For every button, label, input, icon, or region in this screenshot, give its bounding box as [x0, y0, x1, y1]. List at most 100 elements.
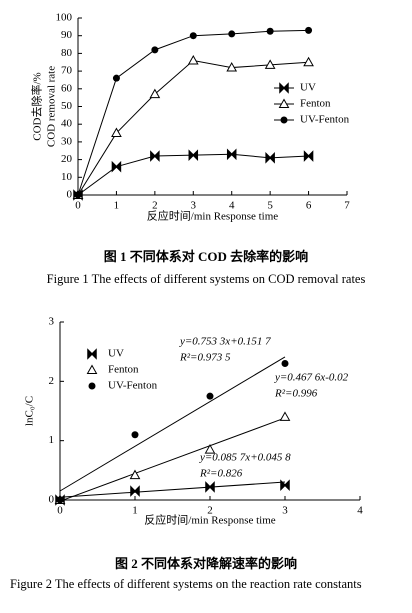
marker-bowtie — [130, 485, 140, 497]
x-axis-label: 反应时间/min Response time — [144, 513, 275, 527]
y-tick-label: 100 — [56, 12, 73, 24]
legend-label: Fenton — [108, 364, 139, 376]
marker-triangle — [279, 411, 291, 421]
y-tick-label: 80 — [61, 47, 73, 59]
y-tick-label: 10 — [61, 171, 73, 183]
x-tick-label: 1 — [132, 505, 138, 517]
marker-dot — [280, 116, 288, 124]
marker-dot — [266, 27, 274, 35]
marker — [187, 54, 199, 65]
caption-en-box: Figure 2 The effects of different system… — [10, 577, 362, 591]
x-axis-label: 反应时间/min Response time — [147, 209, 278, 223]
y-tick-label: 2 — [49, 375, 55, 387]
y-axis-label: COD去除率/% — [30, 72, 44, 140]
marker-bowtie — [280, 479, 290, 491]
marker — [204, 444, 216, 454]
marker — [129, 469, 141, 480]
fit-r2: R²=0.973 5 — [179, 352, 231, 364]
legend-label: UV-Fenton — [300, 114, 350, 126]
marker-dot — [56, 496, 64, 504]
marker-triangle — [278, 98, 290, 108]
marker — [280, 116, 288, 124]
marker — [278, 98, 290, 108]
marker-bowtie — [265, 152, 275, 164]
x-tick-label: 3 — [282, 505, 288, 517]
legend-item: UV-Fenton — [108, 380, 158, 392]
marker-triangle — [264, 59, 276, 69]
fit-equation: y=0.753 3x+0.151 7 — [179, 336, 271, 348]
x-tick-label: 2 — [207, 505, 213, 517]
x-tick-label: 0 — [75, 200, 81, 212]
x-tick-label: 1 — [114, 200, 120, 212]
marker — [228, 30, 236, 38]
marker-bowtie — [150, 150, 160, 162]
y-axis-label: COD removal rate — [46, 66, 58, 147]
marker — [280, 479, 290, 491]
marker — [131, 431, 139, 439]
marker — [266, 27, 274, 35]
marker-dot — [189, 32, 197, 40]
marker — [226, 148, 237, 161]
marker-triangle — [129, 469, 141, 480]
marker — [130, 485, 140, 497]
fit-r2: R²=0.826 — [199, 468, 243, 480]
marker — [303, 56, 314, 67]
y-axis-label: lnC₀/C — [24, 396, 36, 426]
marker-bowtie — [226, 148, 237, 161]
legend-label: UV — [108, 348, 124, 360]
marker — [151, 46, 159, 54]
marker-bowtie — [111, 160, 122, 173]
y-tick-label: 0 — [49, 494, 55, 506]
marker — [281, 360, 289, 368]
legend-label: UV — [300, 82, 316, 94]
marker — [206, 392, 214, 400]
y-tick-label: 1 — [49, 434, 55, 446]
marker-dot — [131, 431, 139, 439]
y-tick-label: 40 — [61, 118, 73, 130]
marker-triangle — [111, 127, 122, 138]
marker — [86, 364, 98, 374]
fit-line — [59, 356, 286, 492]
marker — [150, 150, 160, 162]
marker-dot — [74, 191, 82, 199]
y-tick-label: 50 — [61, 100, 73, 112]
y-tick-label: 30 — [61, 135, 73, 147]
x-tick-label: 7 — [344, 200, 350, 212]
marker-bowtie — [188, 149, 199, 161]
marker-dot — [281, 360, 289, 368]
marker — [303, 150, 314, 162]
marker — [111, 160, 122, 173]
marker-dot — [206, 392, 214, 400]
marker — [305, 26, 313, 34]
fit-equation: y=0.085 7x+0.045 8 — [199, 452, 291, 464]
marker-triangle — [204, 444, 216, 454]
marker-bowtie — [205, 481, 215, 493]
x-tick-label: 4 — [229, 200, 235, 212]
y-tick-label: 90 — [61, 29, 73, 41]
x-tick-label: 2 — [152, 200, 158, 212]
fit-line — [59, 481, 286, 498]
legend-item: Fenton — [108, 364, 139, 376]
x-tick-label: 6 — [306, 200, 312, 212]
fit-r2: R²=0.996 — [274, 388, 318, 400]
marker-dot — [305, 26, 313, 34]
marker — [111, 127, 122, 138]
x-tick-label: 4 — [357, 505, 363, 517]
caption-zh: 图 1 不同体系对 COD 去除率的影响 — [104, 249, 308, 264]
caption-en: Figure 2 The effects of different system… — [10, 577, 362, 591]
marker-dot — [228, 30, 236, 38]
x-tick-label: 3 — [191, 200, 197, 212]
marker — [87, 348, 97, 360]
marker-bowtie — [303, 150, 314, 162]
marker-triangle — [187, 54, 199, 65]
marker-dot — [151, 46, 159, 54]
y-tick-label: 0 — [67, 189, 73, 201]
y-tick-label: 70 — [61, 65, 73, 77]
x-tick-label: 0 — [57, 505, 63, 517]
marker — [279, 82, 289, 94]
y-tick-label: 20 — [61, 153, 73, 165]
legend-item: UV — [108, 348, 124, 360]
legend-label: UV-Fenton — [108, 380, 158, 392]
caption-en: Figure 1 The effects of different system… — [47, 272, 366, 286]
